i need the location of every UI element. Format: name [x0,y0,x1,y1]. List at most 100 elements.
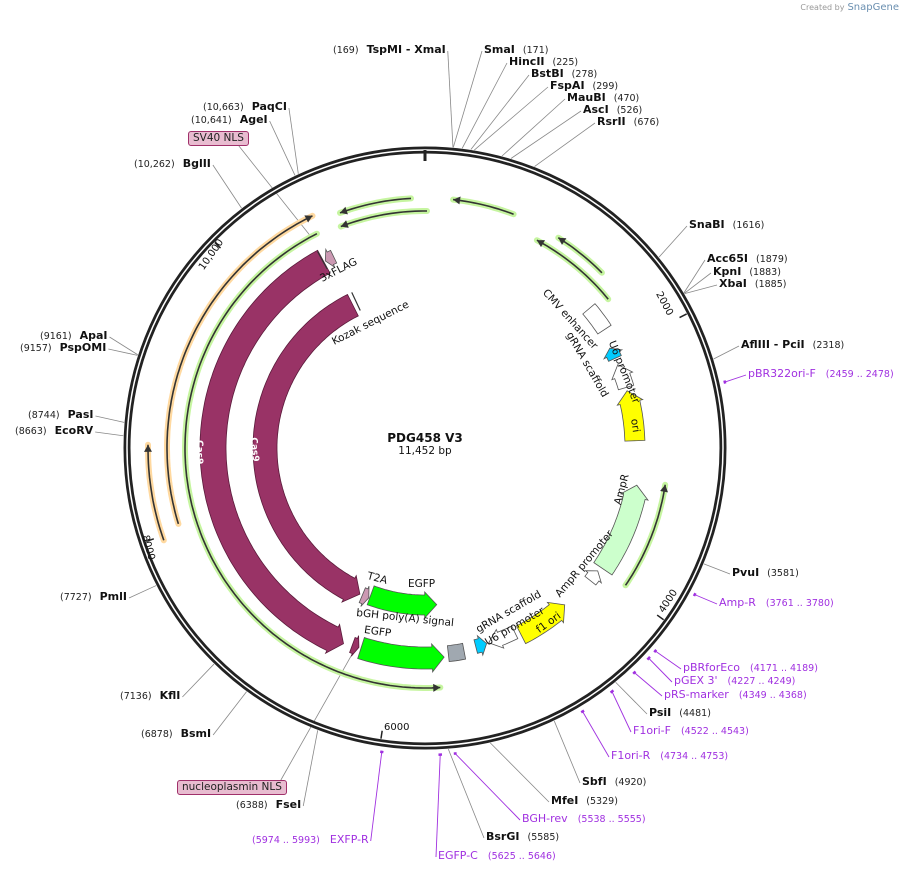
primer-binding-mark [653,649,658,654]
enzyme-site[interactable]: PsiI 4481 [649,706,711,721]
enzyme-site[interactable]: KflI 7136 [120,689,181,704]
enzyme-leader-line [615,681,648,715]
enzyme-site[interactable]: BglII 10,262 [134,157,211,172]
enzyme-name: PmlI [99,590,128,603]
primer-leader-line [454,753,521,821]
enzyme-site[interactable]: BsmI 6878 [141,727,211,742]
enzyme-site[interactable]: EcoRV 8663 [15,424,93,439]
enzyme-site[interactable]: SmaI 171 [484,43,548,58]
enzyme-site[interactable]: Acc65I 1879 [707,252,788,267]
enzyme-site[interactable]: MfeI 5329 [551,794,618,809]
bgh-poly-a-signal-feature [446,642,467,663]
enzyme-position: 1616 [733,219,765,233]
ruler-tick [574,197,578,204]
enzyme-position: 10,262 [134,158,175,172]
enzyme-name: BstBI [531,67,564,80]
primer-name: BGH-rev [522,812,568,825]
cas9-feature [199,249,344,655]
primer-leader-line [724,374,747,383]
enzyme-leader-line [684,272,712,294]
enzyme-name: FseI [275,798,302,811]
enzyme-site[interactable]: PmlI 7727 [60,590,127,605]
enzyme-site[interactable]: BstBI 278 [531,67,597,82]
enzyme-name: TspMI - XmaI [366,43,446,56]
enzyme-site[interactable]: FspAI 299 [550,79,618,94]
ruler-tick [710,469,718,470]
primer-label[interactable]: EGFP-C 5625 .. 5646 [438,849,556,864]
u6-promoter-feature [611,364,635,391]
enzyme-site[interactable]: AflIII - PciI 2318 [741,338,844,353]
primer-range: 5625 .. 5646 [488,850,556,864]
enzyme-site[interactable]: XbaI 1885 [719,277,787,292]
primer-label[interactable]: Amp-R 3761 .. 3780 [719,596,834,611]
primer-label[interactable]: F1ori-R 4734 .. 4753 [611,749,728,764]
grna-scaffold-feature [473,634,488,657]
orf-arrowhead [453,196,461,205]
enzyme-leader-line [683,259,706,293]
primer-binding-mark [580,709,585,714]
primer-label[interactable]: pGEX 3' 4227 .. 4249 [674,674,795,689]
cas9-inner-label: Cas9 [248,437,261,463]
primer-name: pGEX 3' [674,674,718,687]
enzyme-name: MauBI [567,91,606,104]
enzyme-site[interactable]: PaqCI 10,663 [203,100,287,115]
enzyme-site[interactable]: ApaI 9161 [40,329,108,344]
orf-arc [339,197,412,214]
enzyme-site[interactable]: MauBI 470 [567,91,639,106]
primer-label[interactable]: F1ori-F 4522 .. 4543 [633,724,749,739]
plasmid-name: PDG458 V3 [387,431,463,445]
primer-leader-line [694,594,718,605]
enzyme-site[interactable]: AgeI 10,641 [191,113,268,128]
enzyme-site[interactable]: BsrGI 5585 [486,830,559,845]
enzyme-position: 7727 [60,591,92,605]
enzyme-leader-line [501,98,566,157]
enzyme-site[interactable]: TspMI - XmaI 169 [333,43,446,58]
enzyme-position: 4920 [615,776,647,790]
orf-layer [144,195,669,692]
enzyme-leader-line [470,74,530,150]
primer-range: 4349 .. 4368 [739,689,807,703]
enzyme-name: AflIII - PciI [741,338,805,351]
enzyme-site[interactable]: SnaBI 1616 [689,218,764,233]
enzyme-site[interactable]: PspOMI 9157 [20,341,107,356]
primer-binding-mark [632,670,637,675]
primer-range: 4227 .. 4249 [728,675,796,689]
enzyme-position: 1883 [749,266,781,280]
enzyme-position: 8744 [28,409,60,423]
cas9-feature [252,293,361,603]
enzyme-site[interactable]: PasI 8744 [28,408,94,423]
nucleoplasmin-nls-label[interactable]: nucleoplasmin NLS [177,780,287,795]
orf-arc [147,444,165,541]
enzyme-position: 1885 [755,278,787,292]
primer-label[interactable]: pBR322ori-F 2459 .. 2478 [748,367,894,382]
ori-feature [616,390,646,442]
primer-label[interactable]: pBRforEco 4171 .. 4189 [683,661,818,676]
enzyme-site[interactable]: RsrII 676 [597,115,659,130]
sv40-nls-label[interactable]: SV40 NLS [188,131,249,146]
primer-label[interactable]: EXFP-R 5974 .. 5993 [252,833,369,848]
enzyme-site[interactable]: FseI 6388 [236,798,302,813]
t2a-feature [358,585,370,607]
ampr-feature [593,484,649,576]
enzyme-leader-line [182,663,215,698]
primer-label[interactable]: pRS-marker 4349 .. 4368 [664,688,807,703]
primer-range: 3761 .. 3780 [766,597,834,611]
enzyme-site[interactable]: PvuI 3581 [732,566,799,581]
primer-name: F1ori-F [633,724,671,737]
orf-arrowhead [340,220,349,228]
enzyme-site[interactable]: SbfI 4920 [582,775,646,790]
enzyme-name: XbaI [719,277,747,290]
orf-arc [166,215,313,525]
egfp-inner-label: EGFP [408,578,436,590]
enzyme-site[interactable]: HincII 225 [509,55,578,70]
primer-range: 4734 .. 4753 [660,750,728,764]
primer-name: pBR322ori-F [748,367,816,380]
primer-leader-line [435,754,441,858]
enzyme-name: AgeI [239,113,268,126]
primer-leader-line [655,650,682,670]
enzyme-site[interactable]: KpnI 1883 [713,265,781,280]
primer-label[interactable]: BGH-rev 5538 .. 5555 [522,812,646,827]
enzyme-position: 8663 [15,425,47,439]
enzyme-site[interactable]: AscI 526 [583,103,642,118]
